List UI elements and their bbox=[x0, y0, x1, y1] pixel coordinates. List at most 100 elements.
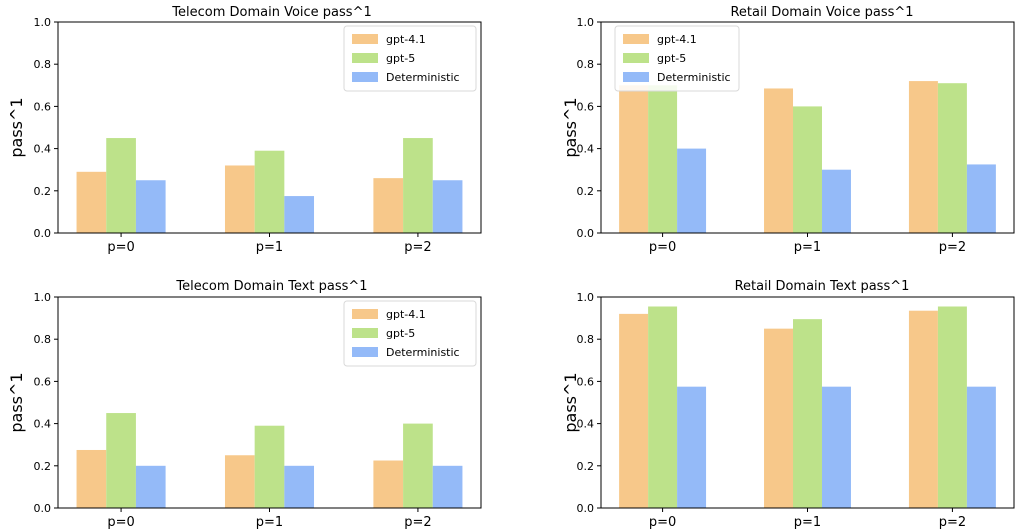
bar-gpt-5-p0 bbox=[648, 85, 678, 233]
legend-swatch bbox=[623, 53, 649, 63]
legend-label: Deterministic bbox=[657, 71, 731, 84]
bar-deterministic-p2 bbox=[966, 386, 996, 508]
x-tick-label: p=0 bbox=[649, 240, 676, 255]
y-tick-label: 0.2 bbox=[577, 185, 595, 198]
y-tick-label: 0.6 bbox=[34, 100, 52, 113]
x-tick-label: p=0 bbox=[649, 515, 676, 530]
bar-deterministic-p2 bbox=[432, 465, 463, 508]
y-tick-label: 0.4 bbox=[577, 143, 595, 156]
y-tick-label: 0.8 bbox=[34, 333, 52, 346]
x-tick-label: p=2 bbox=[939, 515, 966, 530]
legend-swatch bbox=[352, 72, 378, 82]
chart-title: Telecom Domain Voice pass^1 bbox=[171, 5, 371, 20]
bar-gpt-4-1-p1 bbox=[764, 88, 794, 234]
y-tick-label: 0.6 bbox=[34, 375, 52, 388]
legend: gpt-4.1 gpt-5 Deterministic bbox=[343, 300, 477, 367]
y-tick-label: 0.2 bbox=[577, 460, 595, 473]
y-axis-label: pass^1 bbox=[7, 372, 26, 432]
chart-title: Telecom Domain Text pass^1 bbox=[175, 279, 367, 294]
bar-gpt-4-1-p0 bbox=[619, 313, 649, 508]
bar-gpt-4-1-p0 bbox=[76, 449, 107, 508]
bar-gpt-5-p1 bbox=[254, 425, 285, 508]
bar-gpt-4-1-p1 bbox=[224, 455, 255, 508]
y-axis-label: pass^1 bbox=[7, 97, 26, 157]
legend-swatch bbox=[352, 34, 378, 44]
bar-deterministic-p1 bbox=[284, 196, 315, 233]
y-axis-label: pass^1 bbox=[561, 372, 580, 432]
y-tick-label: 0.8 bbox=[577, 58, 595, 71]
chart-panel-1: 0.0 0.2 0.4 0.6 0.8 1.0 p=0 p=1 p=2 Telecom Domai… bbox=[7, 5, 482, 255]
bar-deterministic-p0 bbox=[135, 465, 166, 508]
bar-deterministic-p2 bbox=[432, 180, 463, 233]
x-tick-label: p=2 bbox=[404, 515, 431, 530]
bar-gpt-4-1-p0 bbox=[76, 171, 107, 233]
chart-panel-3: 0.0 0.2 0.4 0.6 0.8 1.0 p=0 p=1 p=2 Telecom Domai… bbox=[7, 279, 482, 530]
legend-label: gpt-4.1 bbox=[657, 33, 697, 46]
bar-gpt-5-p1 bbox=[793, 106, 822, 233]
chart-panel-2: 0.0 0.2 0.4 0.6 0.8 1.0 p=0 p=1 p=2 Retail Domain… bbox=[561, 5, 1015, 255]
y-tick-label: 1.0 bbox=[34, 16, 52, 29]
bar-gpt-4-1-p2 bbox=[908, 81, 938, 233]
y-axis-label: pass^1 bbox=[561, 97, 580, 157]
bar-gpt-5-p2 bbox=[403, 138, 433, 233]
y-tick-label: 0.4 bbox=[34, 143, 52, 156]
bar-gpt-5-p0 bbox=[106, 413, 136, 508]
bar-gpt-5-p2 bbox=[937, 306, 967, 508]
chart-panel-4: 0.0 0.2 0.4 0.6 0.8 1.0 p=0 p=1 p=2 Retail Domain… bbox=[561, 279, 1015, 530]
legend-swatch bbox=[352, 53, 378, 63]
bar-gpt-5-p1 bbox=[254, 150, 285, 233]
y-tick-label: 0.2 bbox=[34, 185, 52, 198]
bar-deterministic-p1 bbox=[284, 465, 315, 508]
legend-swatch bbox=[352, 328, 378, 338]
x-tick-label: p=2 bbox=[939, 240, 966, 255]
bar-gpt-4-1-p1 bbox=[224, 165, 255, 233]
bar-gpt-5-p2 bbox=[937, 83, 967, 233]
x-tick-label: p=1 bbox=[256, 240, 283, 255]
x-tick-label: p=0 bbox=[107, 515, 134, 530]
y-tick-label: 0.2 bbox=[34, 460, 52, 473]
y-tick-label: 1.0 bbox=[34, 291, 52, 304]
chart-title: Retail Domain Voice pass^1 bbox=[730, 5, 913, 20]
bar-gpt-5-p0 bbox=[106, 138, 136, 233]
legend-label: gpt-5 bbox=[386, 52, 415, 65]
x-tick-label: p=1 bbox=[794, 240, 821, 255]
y-tick-label: 0.0 bbox=[34, 227, 52, 240]
bar-gpt-4-1-p2 bbox=[908, 310, 938, 508]
bar-deterministic-p0 bbox=[135, 180, 166, 233]
x-tick-label: p=0 bbox=[107, 240, 134, 255]
y-tick-label: 0.8 bbox=[577, 333, 595, 346]
y-tick-label: 1.0 bbox=[577, 291, 595, 304]
bar-gpt-5-p2 bbox=[403, 423, 433, 508]
y-tick-label: 0.8 bbox=[34, 58, 52, 71]
y-tick-label: 1.0 bbox=[577, 16, 595, 29]
bar-deterministic-p0 bbox=[677, 148, 707, 233]
bar-deterministic-p1 bbox=[821, 169, 851, 233]
legend-label: gpt-5 bbox=[657, 52, 686, 65]
legend-label: gpt-5 bbox=[386, 327, 415, 340]
y-tick-label: 0.4 bbox=[577, 418, 595, 431]
legend-label: Deterministic bbox=[386, 346, 460, 359]
legend-label: Deterministic bbox=[386, 71, 460, 84]
x-tick-label: p=2 bbox=[404, 240, 431, 255]
legend: gpt-4.1 gpt-5 Deterministic bbox=[343, 25, 477, 92]
legend-label: gpt-4.1 bbox=[386, 308, 426, 321]
legend-swatch bbox=[352, 347, 378, 357]
bar-gpt-4-1-p2 bbox=[373, 178, 404, 233]
bar-deterministic-p0 bbox=[677, 386, 707, 508]
bar-gpt-4-1-p0 bbox=[619, 85, 649, 233]
bar-gpt-4-1-p2 bbox=[373, 460, 404, 508]
x-tick-label: p=1 bbox=[256, 515, 283, 530]
legend-swatch bbox=[352, 309, 378, 319]
x-tick-label: p=1 bbox=[794, 515, 821, 530]
bar-deterministic-p1 bbox=[821, 386, 851, 508]
legend: gpt-4.1 gpt-5 Deterministic bbox=[614, 25, 740, 92]
y-tick-label: 0.6 bbox=[577, 375, 595, 388]
legend-swatch bbox=[623, 34, 649, 44]
legend-label: gpt-4.1 bbox=[386, 33, 426, 46]
y-tick-label: 0.0 bbox=[577, 227, 595, 240]
bar-gpt-4-1-p1 bbox=[764, 328, 794, 508]
bar-gpt-5-p1 bbox=[793, 319, 822, 508]
y-tick-label: 0.6 bbox=[577, 100, 595, 113]
y-tick-label: 0.0 bbox=[577, 502, 595, 515]
